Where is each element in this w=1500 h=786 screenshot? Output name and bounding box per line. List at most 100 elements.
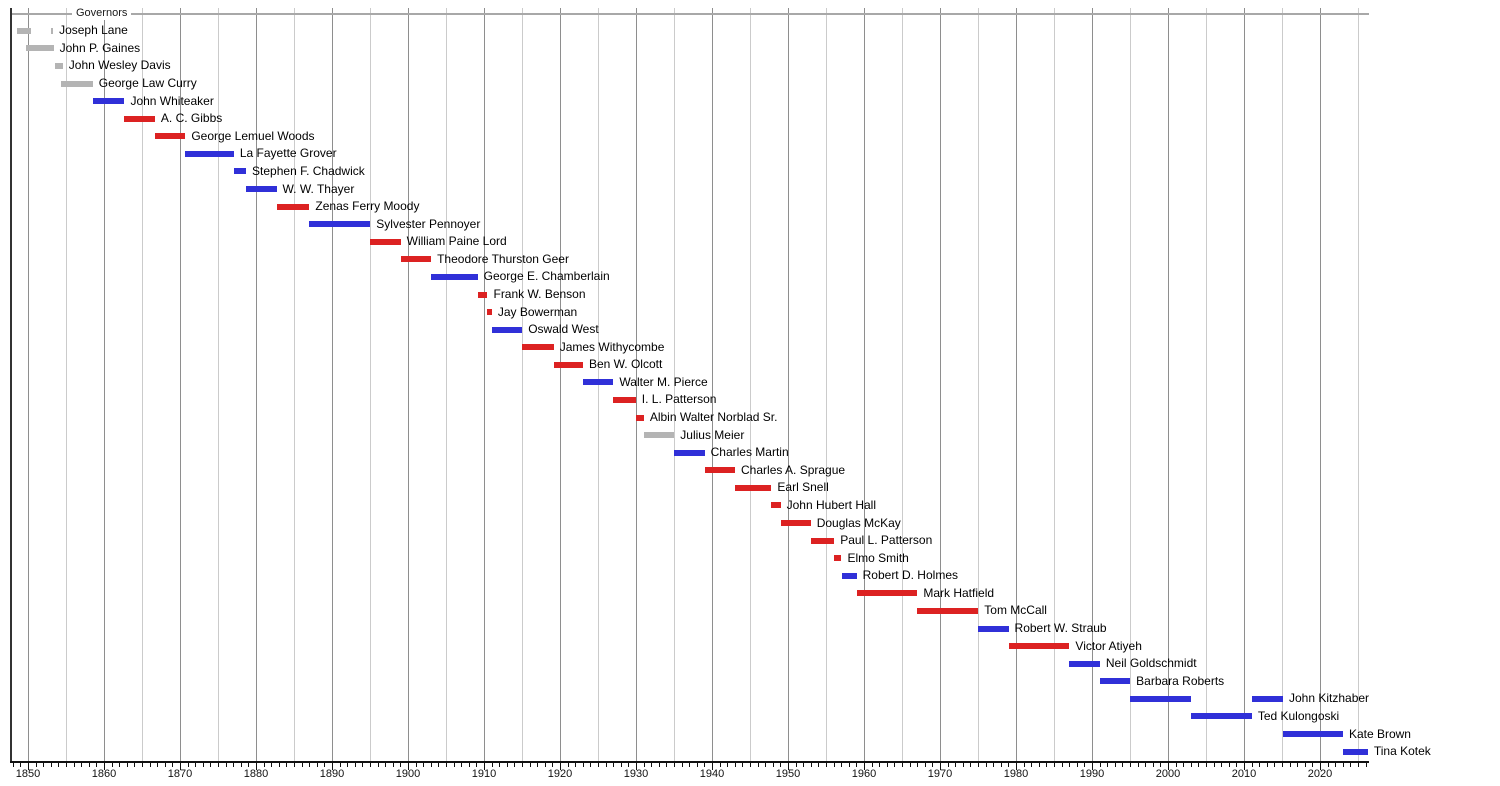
- axis-minor-tick: [522, 763, 523, 767]
- gridline-1935: [674, 8, 675, 762]
- axis-minor-tick: [1069, 763, 1071, 767]
- axis-minor-tick: [370, 763, 371, 767]
- governor-label: Robert D. Holmes: [862, 568, 958, 583]
- axis-minor-tick: [1350, 763, 1352, 767]
- axis-minor-tick: [993, 763, 995, 767]
- axis-major-tick: [1168, 763, 1169, 770]
- axis-minor-tick: [886, 763, 888, 767]
- axis-minor-tick: [1228, 763, 1230, 767]
- governor-label: Tom McCall: [984, 603, 1047, 618]
- axis-minor-tick: [841, 763, 843, 767]
- axis-minor-tick: [271, 763, 273, 767]
- axis-minor-tick: [225, 763, 227, 767]
- term-bar: [124, 115, 155, 122]
- axis-minor-tick: [377, 763, 379, 767]
- axis-minor-tick: [970, 763, 972, 767]
- axis-minor-tick: [826, 763, 827, 767]
- axis-minor-tick: [35, 763, 37, 767]
- governor-label: Walter M. Pierce: [619, 374, 708, 389]
- axis-minor-tick: [233, 763, 235, 767]
- axis-minor-tick: [689, 763, 691, 767]
- axis-minor-tick: [423, 763, 425, 767]
- governor-label: George Lemuel Woods: [191, 128, 315, 143]
- axis-minor-tick: [848, 763, 850, 767]
- axis-minor-tick: [12, 763, 14, 767]
- governor-label: Stephen F. Chadwick: [252, 163, 365, 178]
- term-bar: [613, 396, 636, 403]
- gridline-1890: [332, 8, 333, 762]
- axis-minor-tick: [1000, 763, 1002, 767]
- axis-minor-tick: [674, 763, 675, 767]
- term-bar: [810, 537, 835, 544]
- axis-minor-tick: [43, 763, 45, 767]
- governor-label: Charles Martin: [710, 445, 789, 460]
- governor-label: William Paine Lord: [406, 234, 507, 249]
- term-bar: [154, 133, 186, 140]
- axis-minor-tick: [1160, 763, 1162, 767]
- axis-minor-tick: [1312, 763, 1314, 767]
- axis-minor-tick: [476, 763, 478, 767]
- axis-minor-tick: [240, 763, 242, 767]
- axis-minor-tick: [195, 763, 197, 767]
- term-bar: [553, 361, 583, 368]
- gridline-2010: [1244, 8, 1245, 762]
- term-bar: [735, 484, 772, 491]
- axis-major-tick: [864, 763, 865, 770]
- axis-minor-tick: [58, 763, 60, 767]
- axis-minor-tick: [582, 763, 584, 767]
- axis-minor-tick: [955, 763, 957, 767]
- axis-minor-tick: [491, 763, 493, 767]
- axis-minor-tick: [1274, 763, 1276, 767]
- axis-minor-tick: [658, 763, 660, 767]
- term-bar: [780, 520, 811, 527]
- gridline-1885: [294, 8, 295, 762]
- governor-label: Barbara Roberts: [1136, 673, 1225, 688]
- left-border-line: [10, 8, 12, 762]
- gridline-1920: [560, 8, 561, 762]
- term-bar: [185, 150, 234, 157]
- term-bar: [1251, 695, 1283, 702]
- axis-minor-tick: [415, 763, 417, 767]
- x-axis-label-1940: 1940: [699, 768, 725, 780]
- axis-minor-tick: [316, 763, 318, 767]
- axis-minor-tick: [1099, 763, 1101, 767]
- governor-label: Julius Meier: [680, 427, 745, 442]
- axis-minor-tick: [772, 763, 774, 767]
- axis-minor-tick: [544, 763, 546, 767]
- term-bar: [431, 273, 478, 280]
- axis-minor-tick: [430, 763, 432, 767]
- governor-label: John Whiteaker: [130, 93, 214, 108]
- axis-major-tick: [636, 763, 637, 770]
- axis-minor-tick: [347, 763, 349, 767]
- term-bar: [841, 572, 857, 579]
- term-bar: [1342, 748, 1368, 755]
- axis-minor-tick: [1198, 763, 1200, 767]
- axis-minor-tick: [1130, 763, 1131, 767]
- axis-minor-tick: [248, 763, 250, 767]
- axis-minor-tick: [324, 763, 326, 767]
- governor-label: Jay Bowerman: [497, 304, 578, 319]
- gridline-1855: [66, 8, 67, 762]
- axis-minor-tick: [453, 763, 455, 767]
- axis-major-tick: [940, 763, 941, 770]
- axis-minor-tick: [803, 763, 805, 767]
- axis-minor-tick: [567, 763, 569, 767]
- axis-minor-tick: [1076, 763, 1078, 767]
- axis-major-tick: [1092, 763, 1093, 770]
- x-axis-label-1930: 1930: [623, 768, 649, 780]
- axis-minor-tick: [909, 763, 911, 767]
- x-axis-label-1880: 1880: [243, 768, 269, 780]
- gridline-1930: [636, 8, 637, 762]
- gridline-1950: [788, 8, 789, 762]
- term-bar: [233, 168, 247, 175]
- gridline-1945: [750, 8, 751, 762]
- axis-minor-tick: [537, 763, 539, 767]
- term-bar: [582, 379, 614, 386]
- x-axis-label-1890: 1890: [319, 768, 345, 780]
- governor-label: Tina Kotek: [1373, 744, 1431, 759]
- term-bar: [50, 27, 54, 34]
- governor-label: Sylvester Pennoyer: [376, 216, 481, 231]
- governor-label: W. W. Thayer: [282, 181, 355, 196]
- governor-label: John Kitzhaber: [1288, 691, 1370, 706]
- governor-label: Neil Goldschmidt: [1105, 656, 1197, 671]
